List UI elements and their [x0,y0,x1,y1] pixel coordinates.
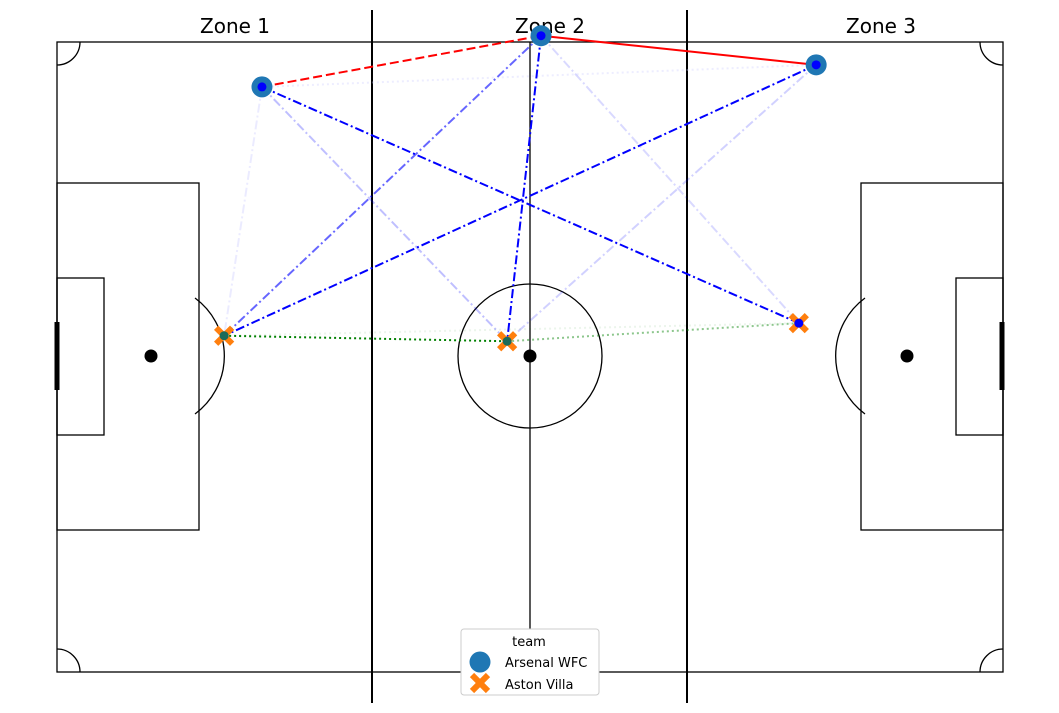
right-penalty-arc [835,297,866,415]
link-line-10 [223,34,542,337]
corner-arc-bottom-right [979,648,1004,673]
link-line-2 [540,34,817,66]
corner-arc-top-left [56,41,81,66]
zone-title-3: Zone 3 [846,14,916,38]
right-penalty-spot [900,349,914,363]
centre-spot [523,349,537,363]
link-line-9 [223,63,817,337]
left-six-yard-box [56,277,105,436]
legend-box [460,628,600,696]
link-line-11 [261,86,508,342]
corner-arc-top-right [979,41,1004,66]
legend: team Arsenal WFC Aston Villa [460,628,600,696]
legend-title: team [512,635,546,650]
pitch-spots [144,349,914,363]
link-line-14 [223,86,263,336]
left-penalty-spot [144,349,158,363]
marker-arsenal-1 [251,76,273,98]
marker-villa-2 [497,331,518,352]
marker-villa-1 [214,325,235,346]
link-line-5 [507,322,799,343]
right-penalty-area [860,182,1004,531]
link-line-12 [506,64,817,342]
left-penalty-arc [194,297,225,415]
centre-circle [457,283,603,429]
left-penalty-area [56,182,200,531]
link-line-8 [506,35,543,342]
player-markers [214,25,827,352]
zone-dividers [371,10,688,703]
right-six-yard-box [955,277,1004,436]
link-line-3 [261,63,817,88]
goals [54,322,1005,390]
link-line-4 [224,334,508,343]
legend-marker-arsenal [469,651,491,673]
marker-villa-3 [788,313,809,334]
link-line-7 [261,85,800,325]
marker-arsenal-2 [530,25,552,47]
legend-marker-villa [469,672,491,694]
corner-arc-bottom-left [56,648,81,673]
link-line-6 [224,322,799,337]
legend-label-villa: Aston Villa [505,678,574,693]
link-line-1 [261,34,542,88]
link-line-13 [540,35,800,324]
zone-title-1: Zone 1 [200,14,270,38]
marker-arsenal-3 [805,54,827,76]
pass-links [223,34,817,343]
legend-label-arsenal: Arsenal WFC [505,656,587,671]
